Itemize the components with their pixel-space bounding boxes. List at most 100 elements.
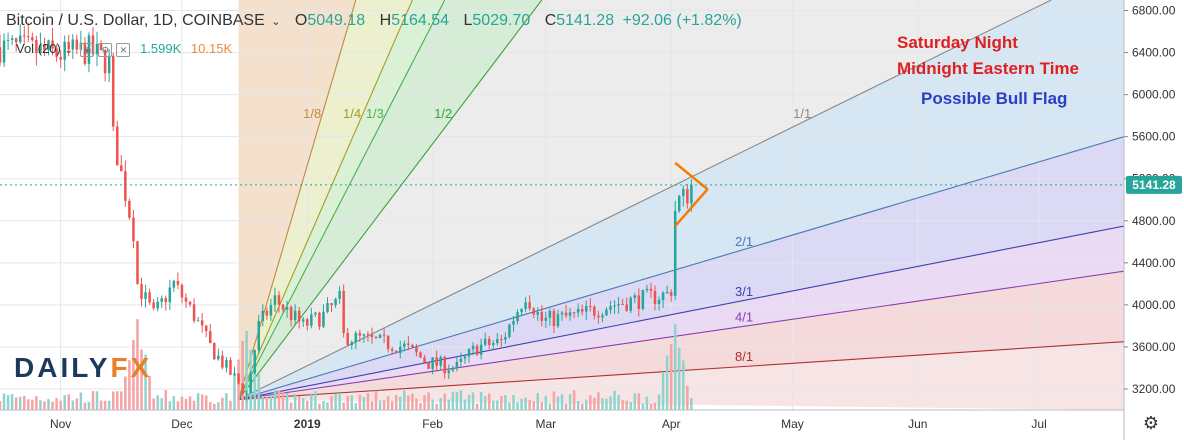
candle (27, 36, 30, 38)
volume-bar (532, 401, 535, 410)
gann-label: 1/8 (303, 106, 321, 121)
volume-label[interactable]: Vol (20) (16, 41, 61, 56)
volume-bar (297, 396, 301, 410)
eye-icon[interactable]: ◉ (80, 42, 95, 57)
volume-bar (111, 391, 115, 410)
candle (560, 312, 564, 315)
x-tick-label: 2019 (294, 417, 321, 431)
symbol-title[interactable]: Bitcoin / U.S. Dollar, 1D, COINBASE (6, 12, 265, 29)
y-tick-label: 4400.00 (1132, 256, 1176, 270)
volume-bar (677, 347, 681, 410)
volume-bar (277, 390, 281, 410)
gear-icon[interactable]: ⚙ (1142, 413, 1160, 433)
candle (160, 298, 163, 302)
volume-bar (273, 390, 277, 410)
candle (593, 306, 596, 316)
volume-bar (31, 399, 34, 410)
candle (621, 304, 624, 306)
open-label: O (294, 12, 308, 29)
candle (314, 312, 317, 315)
candle (346, 332, 349, 346)
volume-bar (269, 395, 273, 410)
candle (500, 339, 503, 341)
volume-bar (310, 394, 313, 410)
candle (132, 217, 135, 242)
high-label: H (379, 12, 392, 29)
candle (168, 287, 172, 303)
volume-bar (665, 355, 669, 410)
candle (14, 38, 18, 43)
candle (334, 298, 337, 306)
candle (83, 42, 87, 64)
candle (120, 165, 123, 172)
volume-bar (350, 395, 354, 410)
volume-bar (439, 398, 442, 410)
volume-bar (71, 400, 75, 410)
candle (605, 309, 608, 316)
volume-bar (257, 374, 261, 410)
candle (188, 301, 192, 305)
candle (75, 39, 79, 50)
candle (576, 309, 580, 313)
candle (358, 332, 362, 336)
chevron-down-icon[interactable]: ⌄ (64, 45, 73, 56)
candle (617, 304, 620, 306)
candle (156, 301, 159, 309)
volume-bar (136, 319, 139, 410)
candle (338, 290, 341, 299)
chevron-down-icon[interactable]: ⌄ (271, 16, 281, 28)
volume-bar (366, 392, 370, 410)
settings-icon[interactable]: ⚙ (98, 42, 113, 57)
volume-bar (419, 402, 422, 410)
volume-bar (200, 394, 204, 410)
volume-bar (362, 396, 366, 410)
volume-bar (455, 391, 459, 410)
volume-bar (39, 400, 42, 410)
volume-bar (261, 395, 265, 410)
y-tick-label: 4000.00 (1132, 298, 1176, 312)
volume-bar (589, 395, 592, 410)
volume-bar (399, 396, 402, 410)
volume-bar (75, 398, 79, 410)
volume-bar (512, 394, 515, 410)
candle (682, 189, 685, 196)
volume-bar (318, 403, 321, 410)
volume-bar (168, 401, 172, 410)
candle (512, 321, 515, 325)
candle (229, 360, 232, 375)
volume-bar (213, 403, 216, 410)
volume-bar (281, 391, 285, 410)
candle (237, 373, 240, 384)
volume-bar (314, 391, 317, 410)
candle (431, 357, 434, 369)
candle (71, 39, 75, 50)
candle (39, 44, 42, 54)
candle (261, 310, 265, 321)
candle (613, 305, 616, 307)
candle (447, 370, 451, 374)
x-tick-label: Feb (422, 417, 443, 431)
volume-bar (669, 344, 673, 410)
candle (378, 334, 382, 338)
volume-bar (686, 385, 689, 410)
candle (589, 306, 592, 308)
candle (641, 290, 645, 309)
volume-bar (657, 394, 661, 410)
volume-bar (467, 394, 471, 410)
candle (192, 304, 196, 321)
volume-bar (629, 402, 632, 410)
candle (221, 355, 224, 368)
candle (91, 35, 95, 55)
candle (47, 40, 50, 51)
volume-bar (524, 397, 527, 410)
volume-bar (415, 398, 418, 410)
close-icon[interactable]: ✕ (116, 42, 131, 57)
annotation-line-3: Possible Bull Flag (921, 89, 1068, 108)
volume-bar (55, 398, 58, 410)
candle (184, 297, 188, 302)
candle (43, 44, 46, 51)
volume-bar (605, 398, 608, 410)
gann-line (238, 341, 1124, 401)
